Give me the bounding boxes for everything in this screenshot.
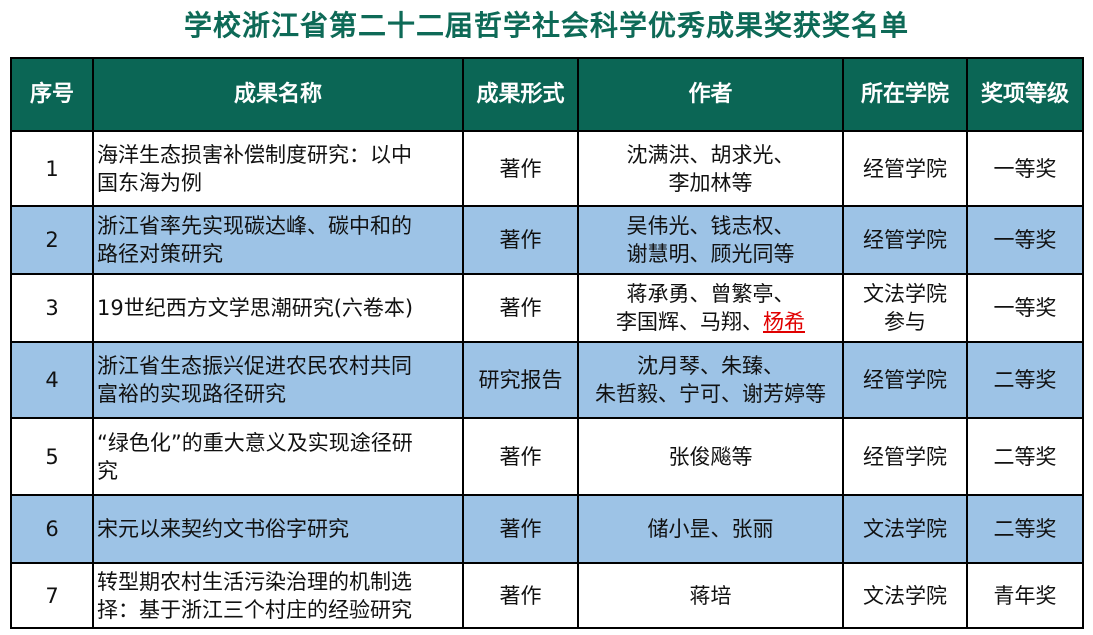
row-number: 5 bbox=[10, 417, 94, 496]
college: 经管学院 bbox=[842, 205, 968, 275]
college: 经管学院 bbox=[842, 341, 968, 419]
highlighted-author-link[interactable]: 杨希 bbox=[763, 310, 805, 334]
college: 文法学院 bbox=[842, 494, 968, 564]
text-line: 浙江省率先实现碳达峰、碳中和的 bbox=[97, 214, 412, 238]
text-line: 经管学院 bbox=[863, 368, 947, 392]
column-header: 成果名称 bbox=[92, 57, 464, 132]
text-line: “绿色化”的重大意义及实现途径研 bbox=[97, 430, 413, 455]
authors: 蒋培 bbox=[577, 562, 844, 629]
achievement-name: 转型期农村生活污染治理的机制选 择：基于浙江三个村庄的经验研究 bbox=[92, 562, 464, 629]
achievement-form: 研究报告 bbox=[462, 341, 579, 419]
text-line: 文法学院 bbox=[863, 583, 947, 608]
table-row: 1 海洋生态损害补偿制度研究：以中 国东海为例 著作 沈满洪、胡求光、 李加林等 经管学院一… bbox=[10, 130, 1084, 207]
text-line: 李加林等 bbox=[668, 170, 753, 195]
achievement-name: 浙江省率先实现碳达峰、碳中和的 路径对策研究 bbox=[92, 205, 464, 275]
award-level: 青年奖 bbox=[966, 562, 1084, 629]
column-header: 奖项等级 bbox=[966, 57, 1084, 132]
achievement-form: 著作 bbox=[462, 130, 579, 207]
text-line: 浙江省生态振兴促进农民农村共同 bbox=[97, 354, 412, 378]
row-number: 7 bbox=[10, 562, 94, 629]
text-line: 经管学院 bbox=[863, 228, 947, 252]
achievement-form: 著作 bbox=[462, 417, 579, 496]
text-line: 富裕的实现路径研究 bbox=[97, 382, 286, 406]
authors: 蒋承勇、曾繁亭、 李国辉、马翔、杨希 bbox=[577, 273, 844, 343]
column-header: 序号 bbox=[10, 57, 94, 132]
achievement-form: 著作 bbox=[462, 205, 579, 275]
text-line: 文法学院 bbox=[863, 282, 947, 306]
text-line: 经管学院 bbox=[863, 444, 947, 469]
row-number: 1 bbox=[10, 130, 94, 207]
text-line: 蒋承勇、曾繁亭、 bbox=[626, 282, 795, 306]
award-level: 二等奖 bbox=[966, 494, 1084, 564]
text-line: 海洋生态损害补偿制度研究：以中 bbox=[97, 142, 412, 167]
text-line: 究 bbox=[97, 458, 118, 483]
table-row: 2 浙江省率先实现碳达峰、碳中和的 路径对策研究 著作 吴伟光、钱志权、 谢慧明、顾光同等… bbox=[10, 205, 1084, 275]
table-row: 6 宋元以来契约文书俗字研究 著作 储小昰、张丽 文法学院 二等奖 bbox=[10, 494, 1084, 564]
table-row: 4 浙江省生态振兴促进农民农村共同 富裕的实现路径研究 研究报告 沈月琴、朱臻、 朱哲毅、… bbox=[10, 341, 1084, 419]
authors: 沈满洪、胡求光、 李加林等 bbox=[577, 130, 844, 207]
text-line: 沈月琴、朱臻、 bbox=[637, 354, 784, 378]
text-line: 蒋培 bbox=[689, 583, 732, 608]
text-line: 朱哲毅、宁可、谢芳婷等 bbox=[595, 382, 826, 406]
achievement-form: 著作 bbox=[462, 273, 579, 343]
authors: 吴伟光、钱志权、 谢慧明、顾光同等 bbox=[577, 205, 844, 275]
row-number: 4 bbox=[10, 341, 94, 419]
authors: 储小昰、张丽 bbox=[577, 494, 844, 564]
achievement-name: 浙江省生态振兴促进农民农村共同 富裕的实现路径研究 bbox=[92, 341, 464, 419]
column-header: 所在学院 bbox=[842, 57, 968, 132]
award-level: 一等奖 bbox=[966, 205, 1084, 275]
achievement-name: 海洋生态损害补偿制度研究：以中 国东海为例 bbox=[92, 130, 464, 207]
authors: 沈月琴、朱臻、朱哲毅、宁可、谢芳婷等 bbox=[577, 341, 844, 419]
table-row: 5 “绿色化”的重大意义及实现途径研究著作 张俊飚等 经管学院 二等奖 bbox=[10, 417, 1084, 496]
achievement-form: 著作 bbox=[462, 562, 579, 629]
text-line: 宋元以来契约文书俗字研究 bbox=[97, 517, 349, 541]
column-header: 作者 bbox=[577, 57, 844, 132]
award-level: 一等奖 bbox=[966, 130, 1084, 207]
page-title: 学校浙江省第二十二届哲学社会科学优秀成果奖获奖名单 bbox=[183, 9, 909, 42]
achievement-form: 著作 bbox=[462, 494, 579, 564]
row-number: 6 bbox=[10, 494, 94, 564]
award-table: 序号 成果名称 成果形式 作者 所在学院 奖项等级 1 海洋生态损害补偿制度研究：以中 国东海… bbox=[10, 57, 1084, 629]
text-line: 沈满洪、胡求光、 bbox=[626, 142, 795, 167]
header-row: 序号 成果名称 成果形式 作者 所在学院 奖项等级 bbox=[10, 57, 1084, 132]
achievement-name: 19世纪西方文学思潮研究(六卷本) bbox=[92, 273, 464, 343]
row-number: 3 bbox=[10, 273, 94, 343]
text-line: 参与 bbox=[884, 310, 926, 334]
row-number: 2 bbox=[10, 205, 94, 275]
text-line: 吴伟光、钱志权、 bbox=[626, 214, 795, 238]
text-line: 经管学院 bbox=[863, 156, 947, 181]
achievement-name: 宋元以来契约文书俗字研究 bbox=[92, 494, 464, 564]
award-level: 二等奖 bbox=[966, 417, 1084, 496]
column-header: 成果形式 bbox=[462, 57, 579, 132]
table-row: 7 转型期农村生活污染治理的机制选 择：基于浙江三个村庄的经验研究 著作 蒋培 文法学院青… bbox=[10, 562, 1084, 629]
award-level: 一等奖 bbox=[966, 273, 1084, 343]
text-line: 储小昰、张丽 bbox=[647, 517, 774, 541]
text-line: 路径对策研究 bbox=[97, 242, 223, 266]
text-line: 李国辉、马翔、杨希 bbox=[616, 310, 805, 334]
achievement-name: “绿色化”的重大意义及实现途径研究 bbox=[92, 417, 464, 496]
text-line: 谢慧明、顾光同等 bbox=[626, 242, 795, 266]
text-line: 择：基于浙江三个村庄的经验研究 bbox=[97, 597, 412, 622]
text-line: 文法学院 bbox=[863, 517, 947, 541]
text-line: 转型期农村生活污染治理的机制选 bbox=[97, 569, 412, 594]
text-line: 张俊飚等 bbox=[668, 444, 753, 469]
college: 经管学院 bbox=[842, 130, 968, 207]
award-level: 二等奖 bbox=[966, 341, 1084, 419]
text-line: 19世纪西方文学思潮研究(六卷本) bbox=[97, 296, 414, 320]
authors: 张俊飚等 bbox=[577, 417, 844, 496]
college: 经管学院 bbox=[842, 417, 968, 496]
college: 文法学院 bbox=[842, 562, 968, 629]
table-row: 3 19世纪西方文学思潮研究(六卷本) 著作 蒋承勇、曾繁亭、 李国辉、马翔、杨希 文法学… bbox=[10, 273, 1084, 343]
text-line: 国东海为例 bbox=[97, 170, 202, 195]
college: 文法学院 参与 bbox=[842, 273, 968, 343]
